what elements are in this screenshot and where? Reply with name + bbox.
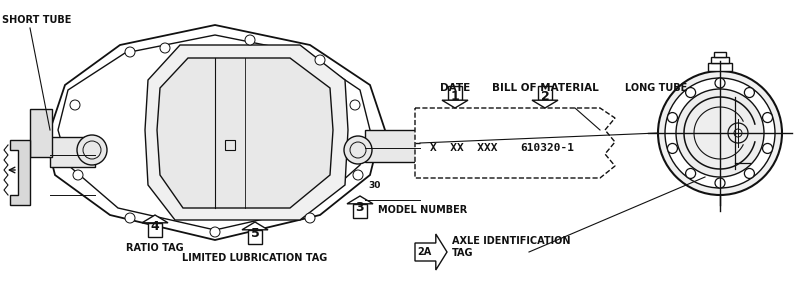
Circle shape: [70, 100, 80, 110]
Polygon shape: [532, 100, 558, 108]
Text: LONG TUBE: LONG TUBE: [625, 83, 687, 93]
Bar: [365, 130, 420, 162]
Circle shape: [305, 213, 315, 223]
Circle shape: [125, 213, 135, 223]
Text: MODEL NUMBER: MODEL NUMBER: [378, 205, 467, 215]
Circle shape: [350, 100, 360, 110]
Bar: [50, 137, 95, 167]
Circle shape: [762, 144, 773, 154]
Text: SHORT TUBE: SHORT TUBE: [2, 15, 71, 25]
Circle shape: [667, 144, 678, 154]
Polygon shape: [157, 58, 333, 208]
Bar: [148, 223, 162, 237]
Circle shape: [210, 227, 220, 237]
Circle shape: [77, 135, 107, 165]
Bar: [538, 86, 552, 100]
Circle shape: [686, 88, 696, 98]
Text: 1: 1: [450, 90, 459, 102]
Circle shape: [315, 55, 325, 65]
Polygon shape: [415, 108, 615, 178]
Text: 2A: 2A: [418, 247, 432, 257]
Circle shape: [353, 170, 363, 180]
Text: 2: 2: [541, 90, 550, 102]
Circle shape: [658, 71, 782, 195]
Text: X  XX  XXX: X XX XXX: [430, 143, 498, 153]
Text: 610320-1: 610320-1: [520, 143, 574, 153]
Polygon shape: [10, 140, 30, 205]
Text: AXLE IDENTIFICATION
TAG: AXLE IDENTIFICATION TAG: [452, 236, 570, 258]
Circle shape: [667, 113, 678, 122]
Text: 5: 5: [250, 227, 259, 241]
Bar: [708, 63, 732, 71]
Bar: [711, 57, 729, 63]
Text: 30: 30: [368, 181, 380, 190]
Circle shape: [686, 168, 696, 178]
Circle shape: [715, 178, 725, 188]
Polygon shape: [242, 222, 268, 230]
Bar: [353, 204, 367, 218]
Text: LIMITED LUBRICATION TAG: LIMITED LUBRICATION TAG: [182, 253, 328, 263]
Polygon shape: [347, 196, 373, 204]
Text: RATIO TAG: RATIO TAG: [126, 243, 184, 253]
Bar: [448, 86, 462, 100]
Circle shape: [744, 88, 754, 98]
Bar: [225, 140, 235, 150]
Bar: [248, 230, 262, 244]
Circle shape: [665, 78, 775, 188]
Circle shape: [744, 168, 754, 178]
Circle shape: [125, 47, 135, 57]
Text: BILL OF MATERIAL: BILL OF MATERIAL: [492, 83, 598, 93]
Polygon shape: [415, 234, 447, 270]
Polygon shape: [145, 45, 348, 220]
Circle shape: [762, 113, 773, 122]
Circle shape: [160, 43, 170, 53]
Polygon shape: [142, 215, 168, 223]
Text: 3: 3: [356, 202, 364, 214]
Text: DATE: DATE: [440, 83, 470, 93]
Bar: [30, 109, 52, 157]
Circle shape: [715, 78, 725, 88]
Circle shape: [676, 89, 764, 177]
Bar: [714, 52, 726, 57]
Polygon shape: [442, 100, 468, 108]
Circle shape: [344, 136, 372, 164]
Text: 4: 4: [150, 221, 159, 233]
Circle shape: [245, 35, 255, 45]
Circle shape: [73, 170, 83, 180]
